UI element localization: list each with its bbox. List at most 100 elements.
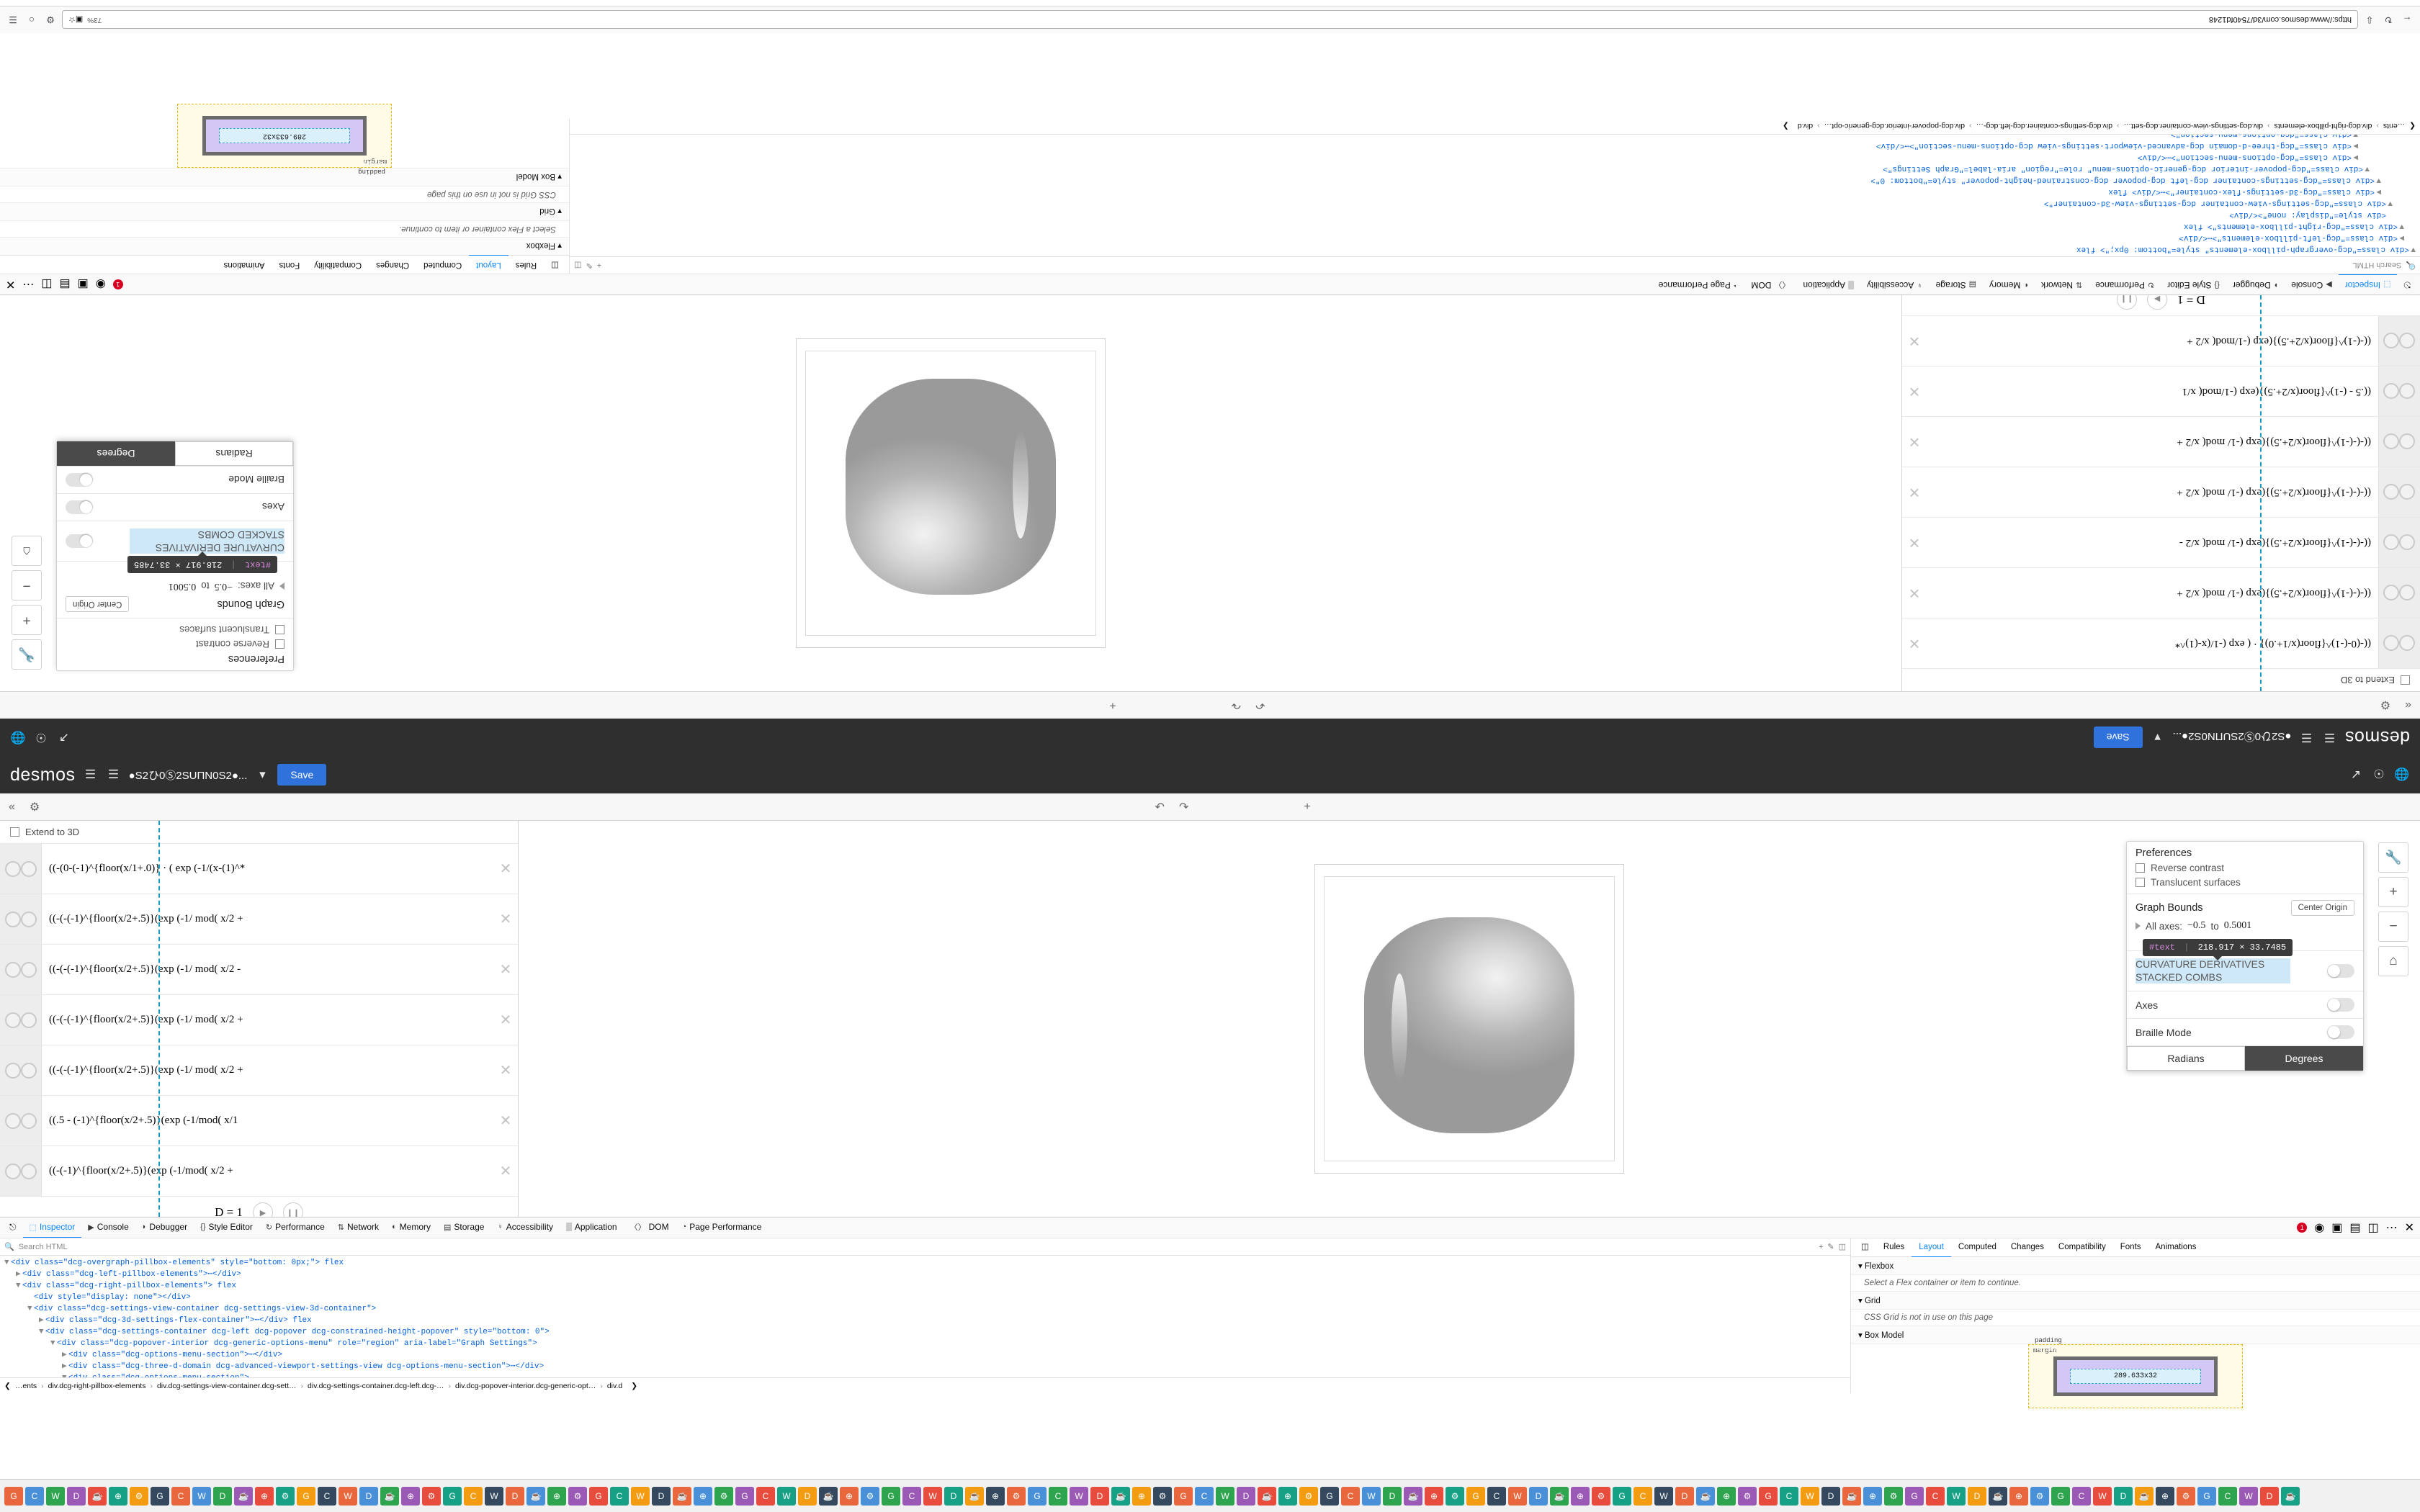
markup-view[interactable]: 🔍 Search HTML + ✎ ◫ ▼<div class="dcg-ove… (569, 119, 2420, 274)
markup-line[interactable]: ▶<div class="dcg-three-d-domain dcg-adva… (570, 140, 2420, 151)
breadcrumb-item[interactable]: div.dcg-right-pillbox-elements (48, 1381, 146, 1390)
twisty-icon[interactable]: ▼ (2399, 222, 2404, 230)
taskbar-icon[interactable]: ☕ (234, 1486, 253, 1506)
taskbar-icon[interactable]: ⊕ (401, 1486, 420, 1506)
taskbar-icon[interactable]: D (1090, 1486, 1109, 1506)
taskbar-icon[interactable]: ⚙ (1299, 1486, 1318, 1506)
expression-row[interactable]: ((-(-1)^{floor(x/2+.5)}(exp (-1/mod( x/2… (1902, 315, 2420, 366)
markup-line[interactable]: ▶<div class="dcg-options-menu-section">⋯… (570, 151, 2420, 163)
markup-line[interactable]: ▶<div class="dcg-three-d-domain dcg-adva… (0, 1361, 1850, 1372)
account-icon[interactable]: ○ (29, 14, 35, 25)
gear-icon[interactable]: ⚙ (2380, 698, 2391, 711)
taskbar-icon[interactable]: C (1634, 1486, 1652, 1506)
taskbar-icon[interactable]: C (1049, 1486, 1067, 1506)
reader-icon[interactable]: ▣ (75, 15, 84, 24)
graph-pane[interactable]: Preferences Reverse contrast Translucent… (158, 821, 2420, 1217)
twisty-icon[interactable]: ▼ (2365, 164, 2370, 173)
braille-toggle[interactable] (66, 473, 93, 487)
devtools-tab-performance[interactable]: ↻ Performance (259, 1218, 331, 1238)
flexbox-section-header[interactable]: ▾ Flexbox (1851, 1257, 2420, 1275)
expression-list[interactable]: Extend to 3D ((-(0-(-1)^{floor(x/1+.0)} … (0, 821, 519, 1217)
devtools-tab-console[interactable]: ▶ Console (81, 1218, 135, 1238)
language-icon[interactable]: 🌐 (2394, 768, 2410, 781)
reverse-contrast-row[interactable]: Reverse contrast (2136, 863, 2354, 873)
language-icon[interactable]: 🌐 (10, 731, 26, 744)
taskbar-icon[interactable]: G (1466, 1486, 1485, 1506)
expression-hide-dot[interactable] (20, 1062, 37, 1079)
expression-hide-dot[interactable] (20, 911, 37, 927)
extend-3d-checkbox[interactable] (10, 827, 19, 837)
taskbar-icon[interactable]: C (2218, 1486, 2237, 1506)
taskbar-icon[interactable]: W (777, 1486, 796, 1506)
taskbar-icon[interactable]: ☕ (965, 1486, 984, 1506)
devtools-tab-console[interactable]: ▶ Console (2285, 274, 2339, 295)
undo-icon[interactable]: ↶ (1255, 698, 1265, 711)
chevron-down-icon[interactable]: ▾ (2154, 731, 2161, 744)
expression-number[interactable] (2378, 518, 2420, 567)
dock-icon[interactable]: ◫ (2367, 1222, 2379, 1234)
markup-line[interactable]: ▼<div class="dcg-settings-view-container… (570, 197, 2420, 209)
angle-mode-group[interactable]: Radians Degrees (2127, 1046, 2363, 1071)
translucent-surfaces-row[interactable]: Translucent surfaces (66, 624, 284, 635)
chevron-right-icon[interactable] (279, 582, 284, 590)
expression-number[interactable] (2378, 366, 2420, 416)
taskbar-icon[interactable]: C (1780, 1486, 1798, 1506)
expression-hide-dot[interactable] (20, 1163, 37, 1179)
taskbar-icon[interactable]: G (151, 1486, 169, 1506)
twisty-icon[interactable]: ▼ (16, 1282, 21, 1290)
taskbar-icon[interactable]: D (2260, 1486, 2279, 1506)
devtools-tab-accessibility[interactable]: ♀ Accessibility (1860, 274, 1930, 295)
breadcrumb-item[interactable]: div.dcg-settings-container.dcg-left.dcg-… (308, 1381, 444, 1390)
twisty-icon[interactable]: ▼ (2376, 176, 2381, 184)
delete-expression-icon[interactable]: ✕ (1908, 534, 1921, 550)
extend-to-3d-row[interactable]: Extend to 3D (1902, 668, 2420, 691)
breadcrumb-item[interactable]: div.d (606, 1381, 623, 1390)
taskbar-icon[interactable]: C (171, 1486, 190, 1506)
twisty-icon[interactable]: ▶ (2353, 153, 2358, 161)
expression-color-dot[interactable] (2399, 635, 2416, 652)
taskbar-icon[interactable]: W (339, 1486, 357, 1506)
sidebar-tab-fonts[interactable]: Fonts (2120, 1242, 2141, 1251)
delete-expression-icon[interactable]: ✕ (499, 962, 512, 978)
home-icon[interactable]: ⌂ (12, 536, 42, 566)
expression-row[interactable]: ((-(-(-1)^{floor(x/2+.5)}(exp (-1/ mod( … (1902, 416, 2420, 467)
box-model-diagram[interactable]: margin border padding 289.633x32 (1851, 1337, 2420, 1408)
taskbar-icon[interactable]: W (2093, 1486, 2112, 1506)
taskbar-icon[interactable]: ☕ (1111, 1486, 1130, 1506)
download-icon[interactable]: ⇩ (2365, 14, 2374, 26)
expression-math[interactable]: ((-(-(-1)^{floor(x/2+.5)}(exp (-1/ mod( … (2177, 487, 2371, 498)
zoom-in-button[interactable]: + (12, 605, 42, 635)
taskbar-icon[interactable]: D (1675, 1486, 1694, 1506)
add-node-icon[interactable]: + (1818, 1242, 1824, 1251)
devtools-tab-debugger[interactable]: ◗ Debugger (2226, 274, 2285, 295)
twisty-icon[interactable]: ▶ (2399, 233, 2404, 242)
taskbar-icon[interactable]: ☕ (1550, 1486, 1569, 1506)
devtools-tabbar[interactable]: ⎋ ⬚ Inspector ▶ Console ◗ Debugger{} Style Edi… (0, 274, 2420, 294)
devtools-tab-memory[interactable]: ◐ Memory (385, 1218, 437, 1238)
braille-row[interactable]: Braille Mode (2127, 1019, 2363, 1046)
angle-mode-group[interactable]: Radians Degrees (57, 441, 293, 466)
devtools-tab-performance[interactable]: ↻ Performance (2089, 274, 2161, 295)
graph-3d-surface[interactable] (1314, 864, 1624, 1174)
devtools-tab-dom[interactable]: 〈〉 DOM (1744, 274, 1796, 295)
twisty-icon[interactable]: ▼ (27, 1305, 32, 1313)
taskbar-icon[interactable]: C (1195, 1486, 1214, 1506)
taskbar-icon[interactable]: ☕ (1404, 1486, 1422, 1506)
taskbar-icon[interactable]: ⚙ (422, 1486, 441, 1506)
expression-color-dot[interactable] (2399, 333, 2416, 349)
collapse-icon[interactable]: « (2405, 699, 2411, 712)
devtools-tab-application[interactable]: ▒ Application (560, 1218, 624, 1238)
taskbar-icon[interactable]: ⚙ (2177, 1486, 2195, 1506)
expression-math[interactable]: ((-(-(-1)^{floor(x/2+.5)}(exp (-1/ mod( … (49, 963, 241, 975)
translucent-surfaces-checkbox[interactable] (275, 625, 284, 634)
center-origin-button[interactable]: Center Origin (66, 596, 130, 612)
list-icon[interactable]: ☰ (107, 768, 120, 781)
expression-number[interactable] (2378, 467, 2420, 517)
search-input[interactable]: Search HTML (18, 1242, 68, 1251)
expression-hide-dot[interactable] (2383, 484, 2400, 500)
delete-expression-icon[interactable]: ✕ (1908, 484, 1921, 500)
sidebar-tab-changes[interactable]: Changes (2010, 1242, 2044, 1251)
gear-icon[interactable]: ⚙ (29, 801, 40, 814)
taskbar-icon[interactable]: ☕ (1258, 1486, 1276, 1506)
axis-min-input[interactable]: −0.5 (214, 581, 233, 592)
